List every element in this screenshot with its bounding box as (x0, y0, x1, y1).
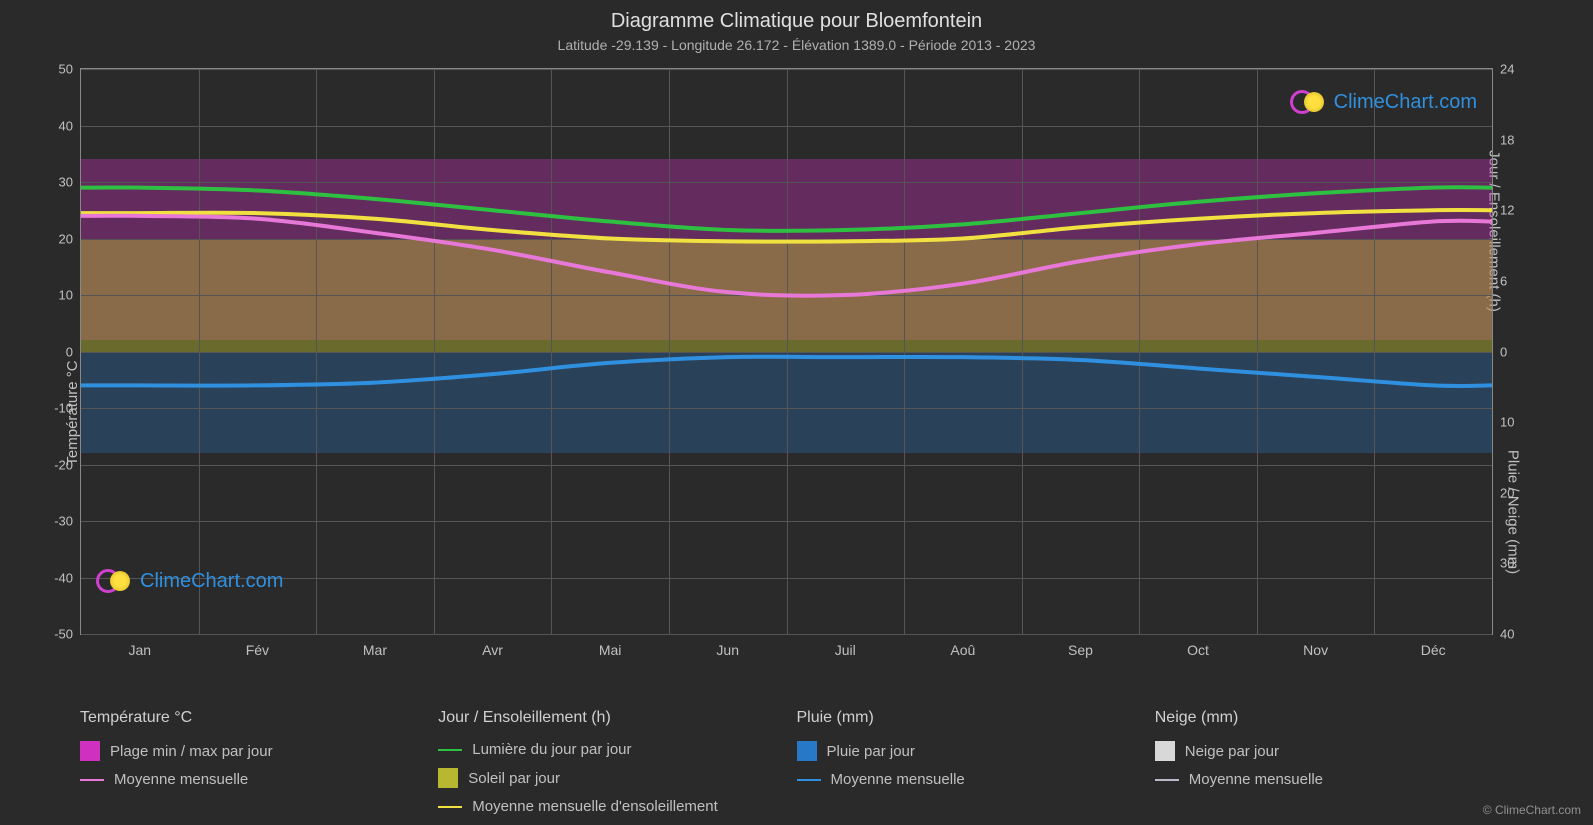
legend-header: Jour / Ensoleillement (h) (438, 709, 776, 727)
y-right-tick-label: 0 (1492, 344, 1507, 359)
swatch-icon (1155, 741, 1175, 761)
swatch-icon (797, 779, 821, 781)
legend-item: Plage min / max par jour (80, 741, 418, 761)
legend-label: Neige par jour (1185, 743, 1279, 760)
x-tick-label: Mai (599, 634, 622, 658)
legend-label: Plage min / max par jour (110, 743, 273, 760)
y-left-tick-label: 30 (59, 175, 81, 190)
temp-avg-line (81, 216, 1492, 296)
chart-subtitle: Latitude -29.139 - Longitude 26.172 - Él… (0, 33, 1593, 53)
legend-item: Neige par jour (1155, 741, 1493, 761)
legend-label: Soleil par jour (468, 770, 560, 787)
x-tick-label: Oct (1187, 634, 1209, 658)
y-left-tick-label: -10 (54, 401, 81, 416)
x-tick-label: Aoû (950, 634, 975, 658)
y-left-tick-label: 40 (59, 118, 81, 133)
legend-item: Moyenne mensuelle (797, 771, 1135, 788)
y-left-tick-label: 20 (59, 231, 81, 246)
legend-label: Moyenne mensuelle (1189, 771, 1323, 788)
x-tick-label: Avr (482, 634, 503, 658)
swatch-icon (438, 749, 462, 751)
y-left-tick-label: 0 (66, 344, 81, 359)
legend-col-snow: Neige (mm) Neige par jour Moyenne mensue… (1155, 709, 1493, 815)
y-left-tick-label: -50 (54, 627, 81, 642)
y-right-tick-label: 30 (1492, 556, 1514, 571)
y-left-tick-label: -40 (54, 570, 81, 585)
swatch-icon (438, 768, 458, 788)
plot-area: ClimeChart.com ClimeChart.com 5040302010… (80, 68, 1493, 635)
x-tick-label: Déc (1421, 634, 1446, 658)
y-right-tick-label: 20 (1492, 485, 1514, 500)
copyright-text: © ClimeChart.com (1483, 803, 1581, 817)
chart-title: Diagramme Climatique pour Bloemfontein (0, 0, 1593, 33)
legend-item: Lumière du jour par jour (438, 741, 776, 758)
legend-item: Soleil par jour (438, 768, 776, 788)
grid-line (81, 634, 1492, 635)
legend-item: Moyenne mensuelle (80, 771, 418, 788)
legend-label: Lumière du jour par jour (472, 741, 631, 758)
y-left-tick-label: 10 (59, 288, 81, 303)
legend-col-rain: Pluie (mm) Pluie par jour Moyenne mensue… (797, 709, 1135, 815)
legend: Température °C Plage min / max par jour … (80, 709, 1493, 815)
legend-label: Moyenne mensuelle d'ensoleillement (472, 798, 718, 815)
swatch-icon (80, 779, 104, 781)
x-tick-label: Fév (246, 634, 269, 658)
line-series-layer (81, 69, 1492, 634)
legend-col-daylight: Jour / Ensoleillement (h) Lumière du jou… (438, 709, 776, 815)
swatch-icon (797, 741, 817, 761)
legend-header: Température °C (80, 709, 418, 727)
legend-item: Moyenne mensuelle d'ensoleillement (438, 798, 776, 815)
daylight-line (81, 187, 1492, 231)
legend-item: Moyenne mensuelle (1155, 771, 1493, 788)
legend-label: Pluie par jour (827, 743, 915, 760)
y-right-tick-label: 24 (1492, 62, 1514, 77)
y-left-tick-label: -20 (54, 457, 81, 472)
legend-label: Moyenne mensuelle (114, 771, 248, 788)
y-right-tick-label: 40 (1492, 627, 1514, 642)
legend-label: Moyenne mensuelle (831, 771, 965, 788)
x-tick-label: Jun (716, 634, 739, 658)
climate-chart: Diagramme Climatique pour Bloemfontein L… (0, 0, 1593, 825)
legend-col-temperature: Température °C Plage min / max par jour … (80, 709, 418, 815)
rain-avg-line (81, 357, 1492, 386)
y-left-tick-label: 50 (59, 62, 81, 77)
x-tick-label: Sep (1068, 634, 1093, 658)
x-tick-label: Jan (128, 634, 151, 658)
swatch-icon (80, 741, 100, 761)
y-right-tick-label: 6 (1492, 273, 1507, 288)
swatch-icon (1155, 779, 1179, 781)
legend-header: Neige (mm) (1155, 709, 1493, 727)
x-tick-label: Juil (835, 634, 856, 658)
y-left-tick-label: -30 (54, 514, 81, 529)
y-right-tick-label: 18 (1492, 132, 1514, 147)
y-right-tick-label: 10 (1492, 415, 1514, 430)
legend-header: Pluie (mm) (797, 709, 1135, 727)
y-right-tick-label: 12 (1492, 203, 1514, 218)
legend-item: Pluie par jour (797, 741, 1135, 761)
swatch-icon (438, 806, 462, 808)
x-tick-label: Mar (363, 634, 387, 658)
x-tick-label: Nov (1303, 634, 1328, 658)
